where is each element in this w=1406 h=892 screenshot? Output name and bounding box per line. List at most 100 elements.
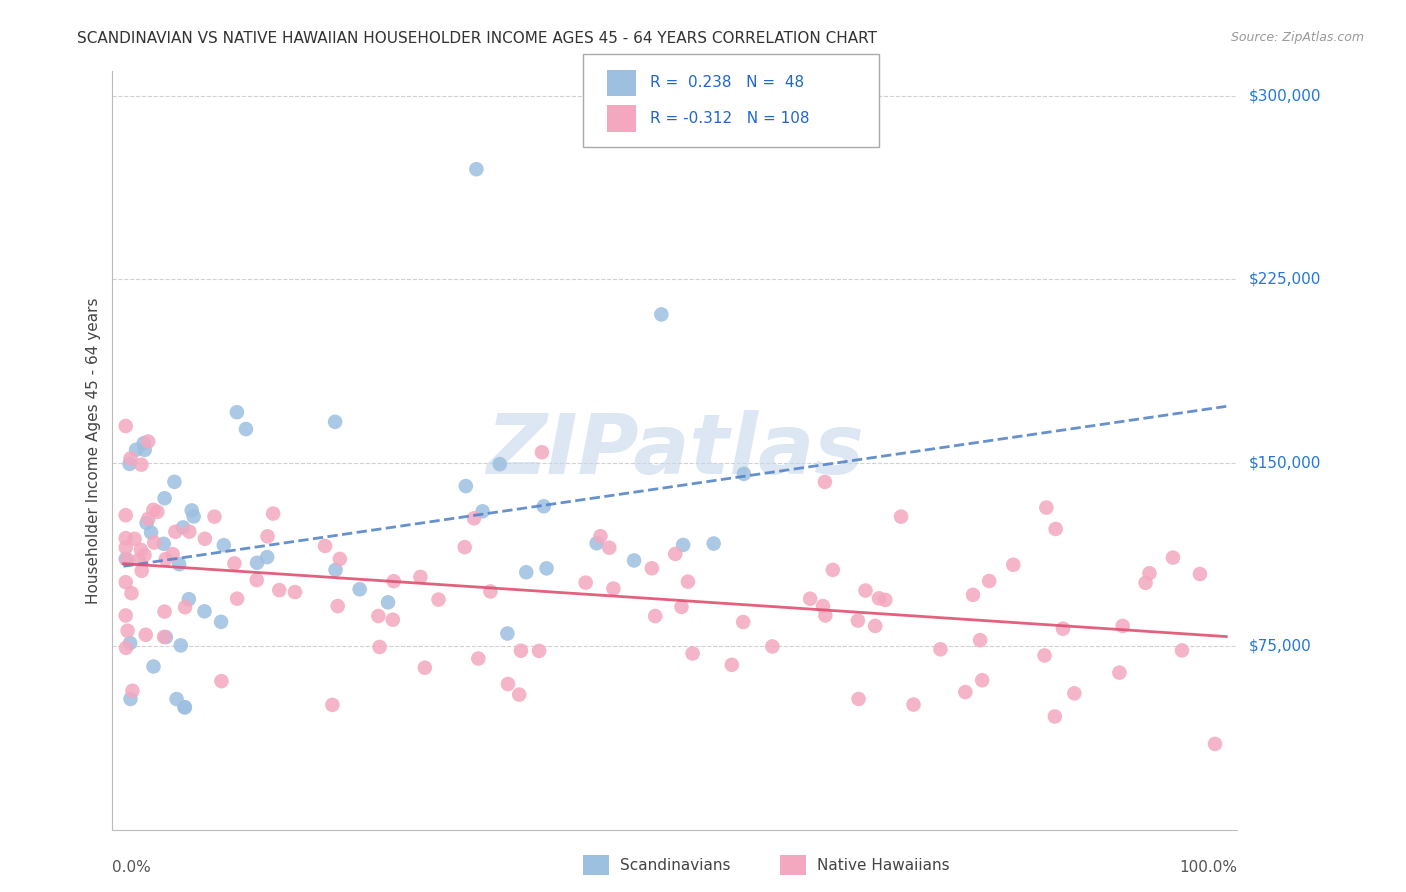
Point	[1188, 567, 1211, 582]
Point	[131, 564, 153, 578]
Point	[454, 540, 477, 554]
Point	[1171, 643, 1194, 657]
Point	[115, 640, 138, 655]
Point	[799, 591, 821, 606]
Point	[1045, 522, 1067, 536]
Point	[136, 434, 159, 449]
Point	[510, 644, 533, 658]
Point	[114, 575, 136, 590]
Point	[136, 512, 159, 526]
Point	[1111, 619, 1133, 633]
Point	[128, 553, 150, 567]
Point	[179, 524, 201, 539]
Point	[256, 529, 278, 543]
Point	[114, 531, 136, 545]
Point	[132, 436, 155, 450]
Point	[325, 563, 347, 577]
Point	[875, 593, 897, 607]
Point	[381, 613, 404, 627]
Point	[855, 583, 877, 598]
Point	[329, 552, 352, 566]
Point	[174, 600, 197, 615]
Point	[530, 445, 553, 459]
Point	[496, 677, 519, 691]
Point	[118, 457, 141, 471]
Point	[955, 685, 977, 699]
Text: $300,000: $300,000	[1249, 88, 1320, 103]
Point	[121, 683, 143, 698]
Point	[368, 640, 391, 654]
Point	[177, 592, 200, 607]
Point	[121, 586, 143, 600]
Point	[134, 548, 156, 562]
Point	[733, 467, 755, 481]
Point	[1052, 622, 1074, 636]
Point	[929, 642, 952, 657]
Point	[155, 552, 177, 566]
Point	[527, 644, 550, 658]
Point	[129, 542, 152, 557]
Point	[409, 570, 432, 584]
Point	[114, 552, 136, 566]
Point	[703, 536, 725, 550]
Point	[194, 532, 217, 546]
Point	[533, 500, 555, 514]
Point	[761, 640, 783, 654]
Point	[479, 584, 502, 599]
Point	[1043, 709, 1066, 723]
Point	[120, 692, 142, 706]
Point	[1204, 737, 1226, 751]
Point	[120, 636, 142, 650]
Point	[868, 591, 890, 606]
Point	[1063, 686, 1085, 700]
Point	[246, 556, 269, 570]
Point	[125, 442, 148, 457]
Point	[131, 458, 153, 472]
Point	[575, 575, 598, 590]
Point	[139, 525, 162, 540]
Point	[536, 561, 558, 575]
Text: Source: ZipAtlas.com: Source: ZipAtlas.com	[1230, 31, 1364, 45]
Text: R =  0.238   N =  48: R = 0.238 N = 48	[650, 76, 804, 90]
Point	[641, 561, 664, 575]
Point	[204, 509, 226, 524]
Point	[488, 457, 510, 471]
Point	[193, 604, 215, 618]
Text: ZIPatlas: ZIPatlas	[486, 410, 863, 491]
Point	[1108, 665, 1130, 680]
Point	[382, 574, 405, 589]
Point	[284, 585, 307, 599]
Point	[671, 599, 693, 614]
Point	[162, 547, 184, 561]
Text: $75,000: $75,000	[1249, 639, 1312, 654]
Point	[134, 442, 156, 457]
Point	[644, 609, 666, 624]
Point	[814, 475, 837, 489]
Point	[167, 558, 190, 572]
Text: $225,000: $225,000	[1249, 272, 1320, 286]
Point	[153, 491, 176, 506]
Point	[120, 451, 142, 466]
Point	[235, 422, 257, 436]
Text: Scandinavians: Scandinavians	[620, 858, 731, 872]
Point	[682, 647, 704, 661]
Point	[733, 615, 755, 629]
Point	[153, 630, 176, 644]
Point	[979, 574, 1001, 588]
Point	[602, 582, 624, 596]
Point	[377, 595, 399, 609]
Point	[349, 582, 371, 597]
Point	[114, 541, 136, 555]
Point	[969, 633, 991, 648]
Point	[226, 591, 249, 606]
Point	[598, 541, 620, 555]
Point	[321, 698, 343, 712]
Point	[672, 538, 695, 552]
Point	[212, 538, 235, 552]
Point	[413, 661, 436, 675]
Text: SCANDINAVIAN VS NATIVE HAWAIIAN HOUSEHOLDER INCOME AGES 45 - 64 YEARS CORRELATIO: SCANDINAVIAN VS NATIVE HAWAIIAN HOUSEHOL…	[77, 31, 877, 46]
Point	[314, 539, 336, 553]
Point	[114, 508, 136, 523]
Point	[903, 698, 925, 712]
Point	[225, 405, 247, 419]
